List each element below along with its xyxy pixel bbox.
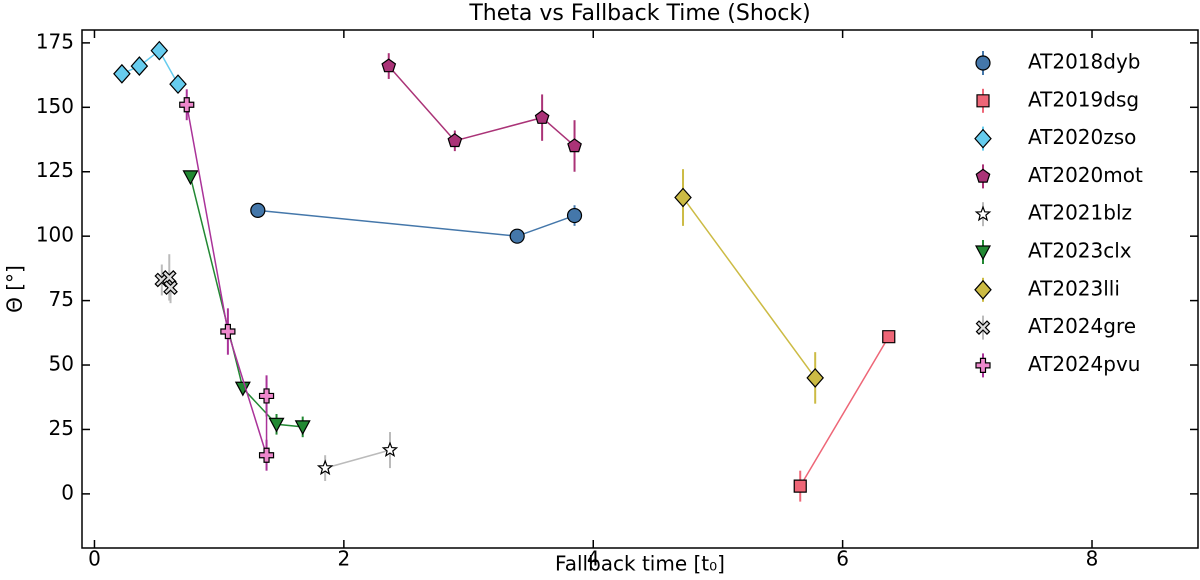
x-tick-label: 6 [836, 547, 849, 571]
x-axis-label: Fallback time [t₀] [555, 552, 725, 576]
series-line [189, 176, 303, 428]
y-tick-label: 175 [36, 29, 74, 53]
x-tick-label: 8 [1086, 547, 1099, 571]
marker [258, 388, 275, 404]
legend-label: AT2024pvu [1028, 352, 1140, 376]
y-tick-label: 50 [49, 352, 74, 376]
x-tick-label: 0 [88, 547, 101, 571]
legend-marker [975, 168, 991, 183]
y-tick-label: 100 [36, 223, 74, 247]
marker [806, 368, 824, 388]
marker [294, 420, 311, 436]
legend-label: AT2018dyb [1028, 50, 1140, 74]
x-tick-label: 2 [337, 547, 350, 571]
legend-label: AT2024gre [1028, 314, 1136, 338]
marker [268, 417, 285, 433]
legend-label: AT2019dsg [1028, 87, 1139, 111]
marker [163, 280, 178, 296]
marker [534, 109, 550, 124]
marker [179, 97, 195, 113]
x-tick-label: 4 [587, 547, 600, 571]
legend-label: AT2021blz [1028, 201, 1132, 225]
marker [220, 323, 236, 340]
legend-marker [975, 320, 991, 335]
series-line [324, 449, 391, 469]
legend-marker [974, 245, 992, 261]
marker [381, 441, 399, 458]
marker [258, 447, 275, 463]
marker [161, 270, 177, 285]
marker [509, 228, 525, 244]
legend-marker [974, 205, 992, 222]
marker [130, 56, 149, 76]
marker [567, 138, 582, 153]
marker [674, 187, 692, 208]
y-axis-label: Θ [°] [3, 265, 27, 313]
legend-marker [975, 357, 991, 373]
marker [150, 40, 169, 61]
marker [566, 207, 583, 224]
y-tick-label: 0 [61, 480, 74, 504]
marker [793, 479, 807, 493]
legend-marker [974, 279, 992, 300]
series-line [682, 197, 816, 379]
plot-frame [81, 29, 1199, 549]
marker [250, 202, 266, 218]
legend-marker [974, 128, 992, 149]
marker [182, 170, 199, 186]
marker [169, 74, 187, 95]
marker [316, 459, 334, 476]
series-line [388, 65, 576, 147]
legend-marker [976, 94, 990, 108]
legend-marker [975, 55, 991, 71]
legend-label: AT2023clx [1028, 239, 1132, 263]
series-line [799, 336, 890, 487]
y-tick-label: 25 [49, 416, 74, 440]
legend-label: AT2020mot [1028, 163, 1143, 187]
y-tick-label: 75 [49, 287, 74, 311]
chart-title: Theta vs Fallback Time (Shock) [468, 1, 810, 26]
marker [113, 63, 131, 84]
series-line [121, 49, 179, 85]
marker [882, 330, 896, 344]
y-tick-label: 150 [36, 94, 74, 118]
y-tick-label: 125 [36, 158, 74, 182]
marker [381, 58, 397, 73]
legend-label: AT2023lli [1028, 276, 1120, 300]
marker [447, 133, 463, 148]
series-line [186, 104, 268, 456]
legend-label: AT2020zso [1028, 125, 1136, 149]
series-line [257, 209, 575, 237]
